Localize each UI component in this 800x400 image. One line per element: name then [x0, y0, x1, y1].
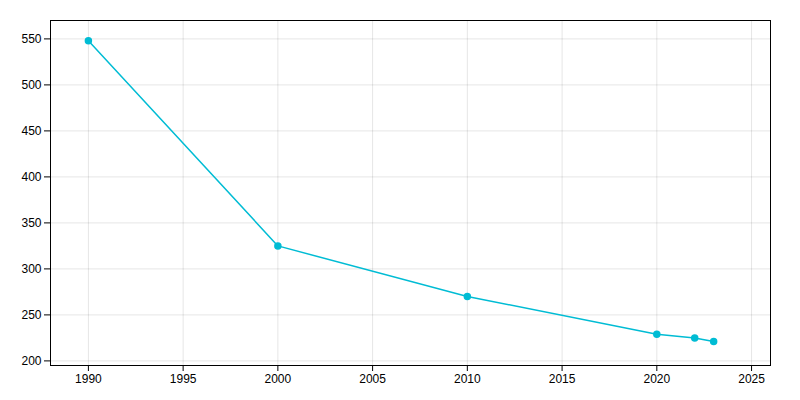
- svg-text:450: 450: [21, 124, 41, 138]
- svg-text:500: 500: [21, 78, 41, 92]
- svg-text:400: 400: [21, 170, 41, 184]
- svg-text:2000: 2000: [265, 372, 292, 386]
- svg-text:2020: 2020: [643, 372, 670, 386]
- svg-text:1995: 1995: [170, 372, 197, 386]
- svg-text:2005: 2005: [359, 372, 386, 386]
- svg-text:200: 200: [21, 354, 41, 368]
- svg-text:2010: 2010: [454, 372, 481, 386]
- svg-text:300: 300: [21, 262, 41, 276]
- svg-text:350: 350: [21, 216, 41, 230]
- svg-text:250: 250: [21, 308, 41, 322]
- svg-text:2025: 2025: [738, 372, 765, 386]
- svg-text:550: 550: [21, 32, 41, 46]
- svg-text:1990: 1990: [75, 372, 102, 386]
- svg-text:2015: 2015: [549, 372, 576, 386]
